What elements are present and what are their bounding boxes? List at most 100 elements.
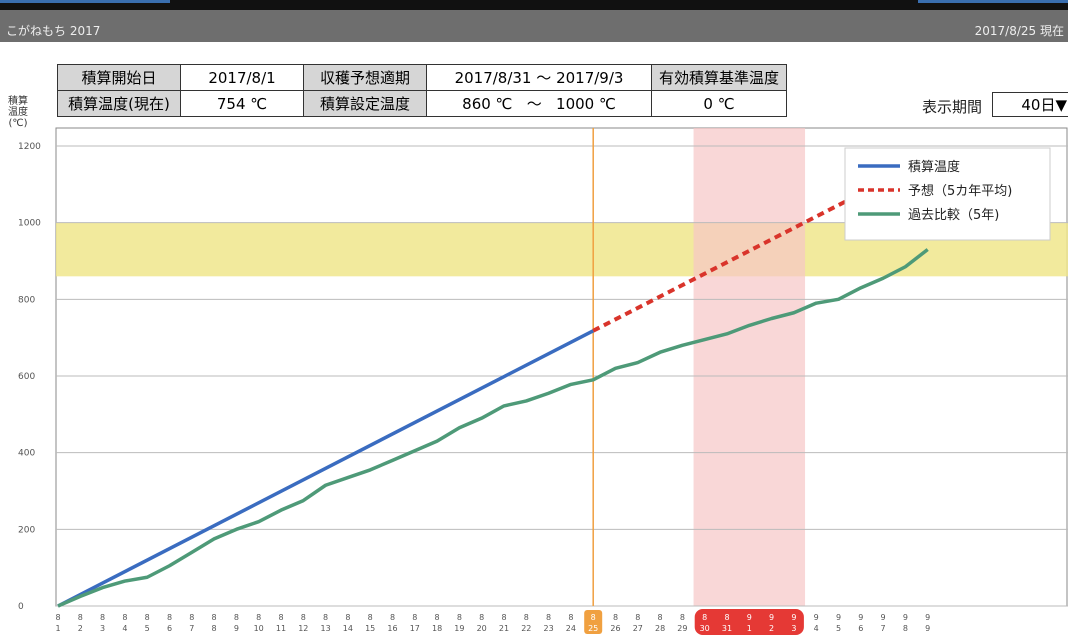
x-tick-day: 25 (588, 624, 598, 633)
y-tick-label: 1000 (18, 219, 41, 229)
y-tick-label: 600 (18, 372, 35, 382)
x-tick-month: 8 (524, 613, 529, 622)
x-tick-day: 3 (100, 624, 105, 633)
x-tick-month: 8 (702, 613, 707, 622)
x-tick-month: 8 (546, 613, 551, 622)
x-tick-day: 14 (343, 624, 353, 633)
accum-temp-value: 754 ℃ (180, 90, 304, 117)
x-tick-day: 7 (881, 624, 886, 633)
x-tick-month: 9 (814, 613, 819, 622)
harvest-period-label: 収穫予想適期 (303, 64, 427, 91)
x-tick-month: 8 (100, 613, 105, 622)
setting-to: 1000 ℃ (556, 95, 616, 113)
x-tick-month: 8 (591, 613, 596, 622)
x-tick-month: 8 (122, 613, 127, 622)
setting-from: 860 ℃ (462, 95, 513, 113)
x-tick-month: 8 (278, 613, 283, 622)
x-tick-day: 30 (700, 624, 710, 633)
x-tick-day: 5 (145, 624, 150, 633)
x-tick-month: 8 (345, 613, 350, 622)
x-tick-day: 6 (167, 624, 172, 633)
x-tick-day: 24 (566, 624, 576, 633)
series-line-0 (57, 329, 595, 608)
x-tick-month: 8 (457, 613, 462, 622)
x-tick-day: 29 (677, 624, 687, 633)
x-tick-month: 8 (167, 613, 172, 622)
x-tick-day: 11 (276, 624, 286, 633)
x-tick-day: 19 (454, 624, 464, 633)
x-tick-day: 3 (791, 624, 796, 633)
harvest-window-band (693, 128, 806, 606)
x-tick-month: 8 (724, 613, 729, 622)
x-tick-day: 2 (769, 624, 774, 633)
period-select[interactable]: 40日▼ (992, 92, 1068, 117)
legend-label: 積算温度 (908, 159, 960, 175)
summary-table: 積算開始日 2017/8/1 収穫予想適期 2017/8/31 ～ 2017/9… (57, 64, 787, 117)
x-tick-month: 9 (836, 613, 841, 622)
harvest-to: 2017/9/3 (556, 69, 624, 87)
x-tick-day: 21 (499, 624, 509, 633)
x-tick-month: 8 (658, 613, 663, 622)
x-tick-month: 9 (881, 613, 886, 622)
x-tick-month: 9 (858, 613, 863, 622)
title-bar: こがねもち 2017 2017/8/25 現在 (0, 0, 1068, 42)
harvest-from: 2017/8/31 (454, 69, 532, 87)
x-tick-day: 6 (858, 624, 863, 633)
x-tick-day: 1 (747, 624, 752, 633)
x-tick-month: 8 (189, 613, 194, 622)
accum-temp-label: 積算温度(現在) (57, 90, 181, 117)
x-tick-month: 8 (479, 613, 484, 622)
x-tick-month: 8 (323, 613, 328, 622)
x-tick-day: 9 (234, 624, 239, 633)
x-tick-day: 27 (633, 624, 643, 633)
x-tick-day: 4 (814, 624, 819, 633)
x-tick-day: 22 (521, 624, 531, 633)
y-tick-label: 800 (18, 295, 35, 305)
legend-box (844, 147, 1051, 241)
x-tick-month: 8 (55, 613, 60, 622)
x-tick-day: 17 (410, 624, 420, 633)
x-tick-day: 26 (610, 624, 620, 633)
x-tick-month: 8 (368, 613, 373, 622)
x-tick-month: 8 (635, 613, 640, 622)
x-tick-month: 9 (925, 613, 930, 622)
x-tick-day: 28 (655, 624, 665, 633)
base-temp-value: 0 ℃ (651, 90, 787, 117)
y-axis-label-line3: (℃) (8, 118, 28, 129)
harvest-tilde: ～ (536, 69, 552, 87)
setting-tilde: ～ (526, 95, 542, 113)
y-axis-label-line2: 温度 (8, 107, 28, 118)
y-axis-label: 積算 温度 (℃) (8, 96, 28, 129)
x-tick-month: 8 (390, 613, 395, 622)
y-tick-label: 200 (18, 525, 35, 535)
x-tick-month: 8 (435, 613, 440, 622)
x-tick-month: 8 (234, 613, 239, 622)
x-tick-month: 8 (78, 613, 83, 622)
x-tick-day: 12 (298, 624, 308, 633)
legend-label: 過去比較（5年) (908, 208, 999, 223)
x-tick-day: 1 (55, 624, 60, 633)
window-title: こがねもち 2017 (6, 24, 101, 38)
y-axis-label-line1: 積算 (8, 96, 28, 107)
x-tick-month: 8 (613, 613, 618, 622)
x-tick-month: 8 (501, 613, 506, 622)
x-tick-day: 9 (925, 624, 930, 633)
x-tick-month: 8 (412, 613, 417, 622)
current-day-badge (584, 610, 603, 634)
x-tick-month: 8 (680, 613, 685, 622)
title-tab-accent-left (0, 0, 170, 3)
y-tick-label: 0 (18, 602, 24, 612)
x-tick-month: 9 (791, 613, 796, 622)
setting-temp-label: 積算設定温度 (303, 90, 427, 117)
x-tick-day: 23 (544, 624, 554, 633)
x-tick-month: 8 (301, 613, 306, 622)
harvest-days-badge (694, 609, 804, 635)
x-tick-day: 2 (78, 624, 83, 633)
x-tick-month: 8 (145, 613, 150, 622)
x-tick-month: 9 (769, 613, 774, 622)
x-tick-day: 20 (477, 624, 487, 633)
x-tick-month: 8 (256, 613, 261, 622)
